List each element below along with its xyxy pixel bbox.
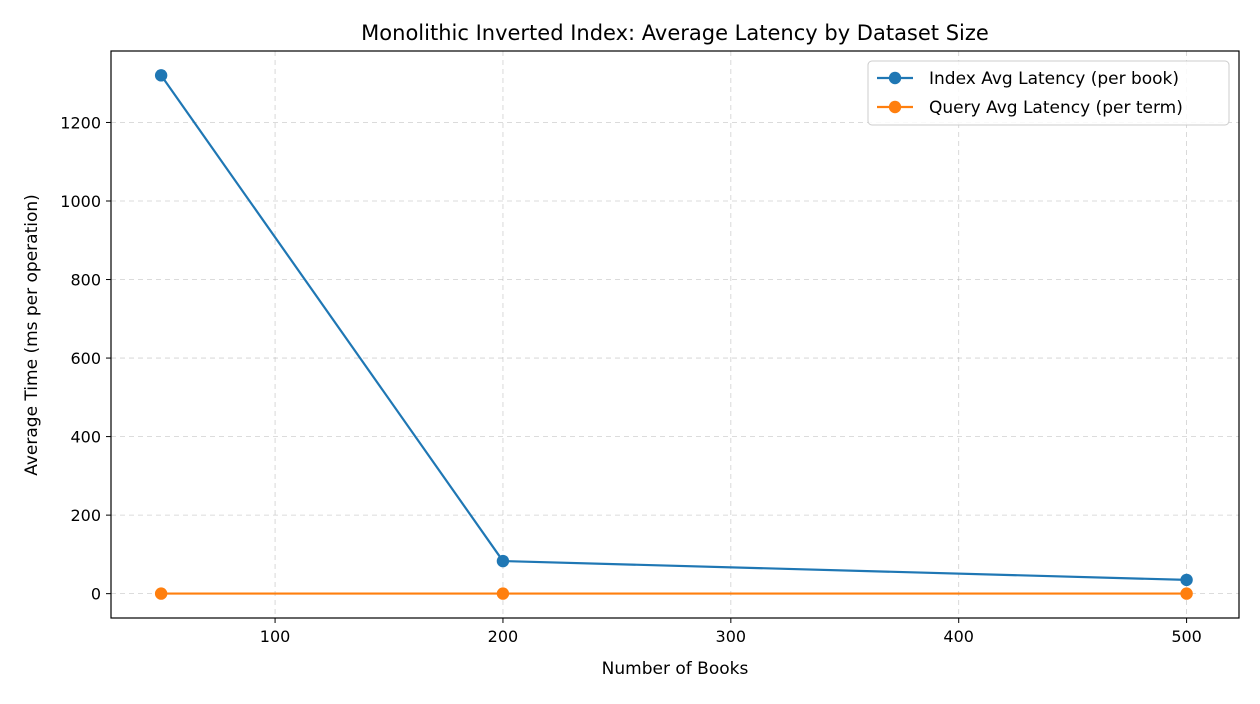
plot-frame bbox=[110, 50, 1240, 619]
data-point-0-0 bbox=[154, 69, 168, 82]
x-tick-label: 400 bbox=[943, 627, 974, 646]
y-tick-label: 200 bbox=[70, 506, 101, 525]
y-tick-label: 600 bbox=[70, 349, 101, 368]
x-tick-label: 200 bbox=[488, 627, 519, 646]
legend-marker bbox=[888, 71, 902, 85]
y-axis-label: Average Time (ms per operation) bbox=[22, 194, 42, 476]
data-point-1-0 bbox=[154, 587, 168, 600]
x-tick-label: 500 bbox=[1171, 627, 1202, 646]
legend-marker bbox=[888, 100, 902, 114]
tick-layer: 100 200 300 400 500 0 200 400 600 800 1000 1200 bbox=[60, 113, 1202, 646]
series-layer bbox=[154, 69, 1193, 600]
data-point-0-1 bbox=[496, 554, 510, 568]
data-point-0-2 bbox=[1180, 573, 1193, 587]
x-tick-label: 100 bbox=[260, 627, 291, 646]
x-tick-label: 300 bbox=[716, 627, 747, 646]
data-point-1-2 bbox=[1180, 587, 1193, 600]
y-tick-label: 1000 bbox=[60, 192, 101, 211]
data-point-1-1 bbox=[496, 587, 510, 600]
y-tick-label: 400 bbox=[70, 428, 101, 447]
legend-label: Query Avg Latency (per term) bbox=[929, 98, 1183, 118]
y-tick-label: 800 bbox=[70, 271, 101, 290]
grid-layer bbox=[111, 51, 1239, 618]
legend-item-query-latency: Query Avg Latency (per term) bbox=[877, 98, 1183, 118]
legend-label: Index Avg Latency (per book) bbox=[929, 69, 1179, 89]
chart-title: Monolithic Inverted Index: Average Laten… bbox=[361, 21, 989, 45]
y-tick-label: 1200 bbox=[60, 113, 101, 132]
legend-box bbox=[867, 60, 1230, 126]
legend-item-index-latency: Index Avg Latency (per book) bbox=[877, 69, 1179, 89]
x-axis-label: Number of Books bbox=[602, 659, 749, 679]
y-tick-label: 0 bbox=[91, 585, 101, 604]
legend: Index Avg Latency (per book) Query Avg L… bbox=[867, 60, 1230, 126]
series-line-0 bbox=[160, 74, 1187, 582]
